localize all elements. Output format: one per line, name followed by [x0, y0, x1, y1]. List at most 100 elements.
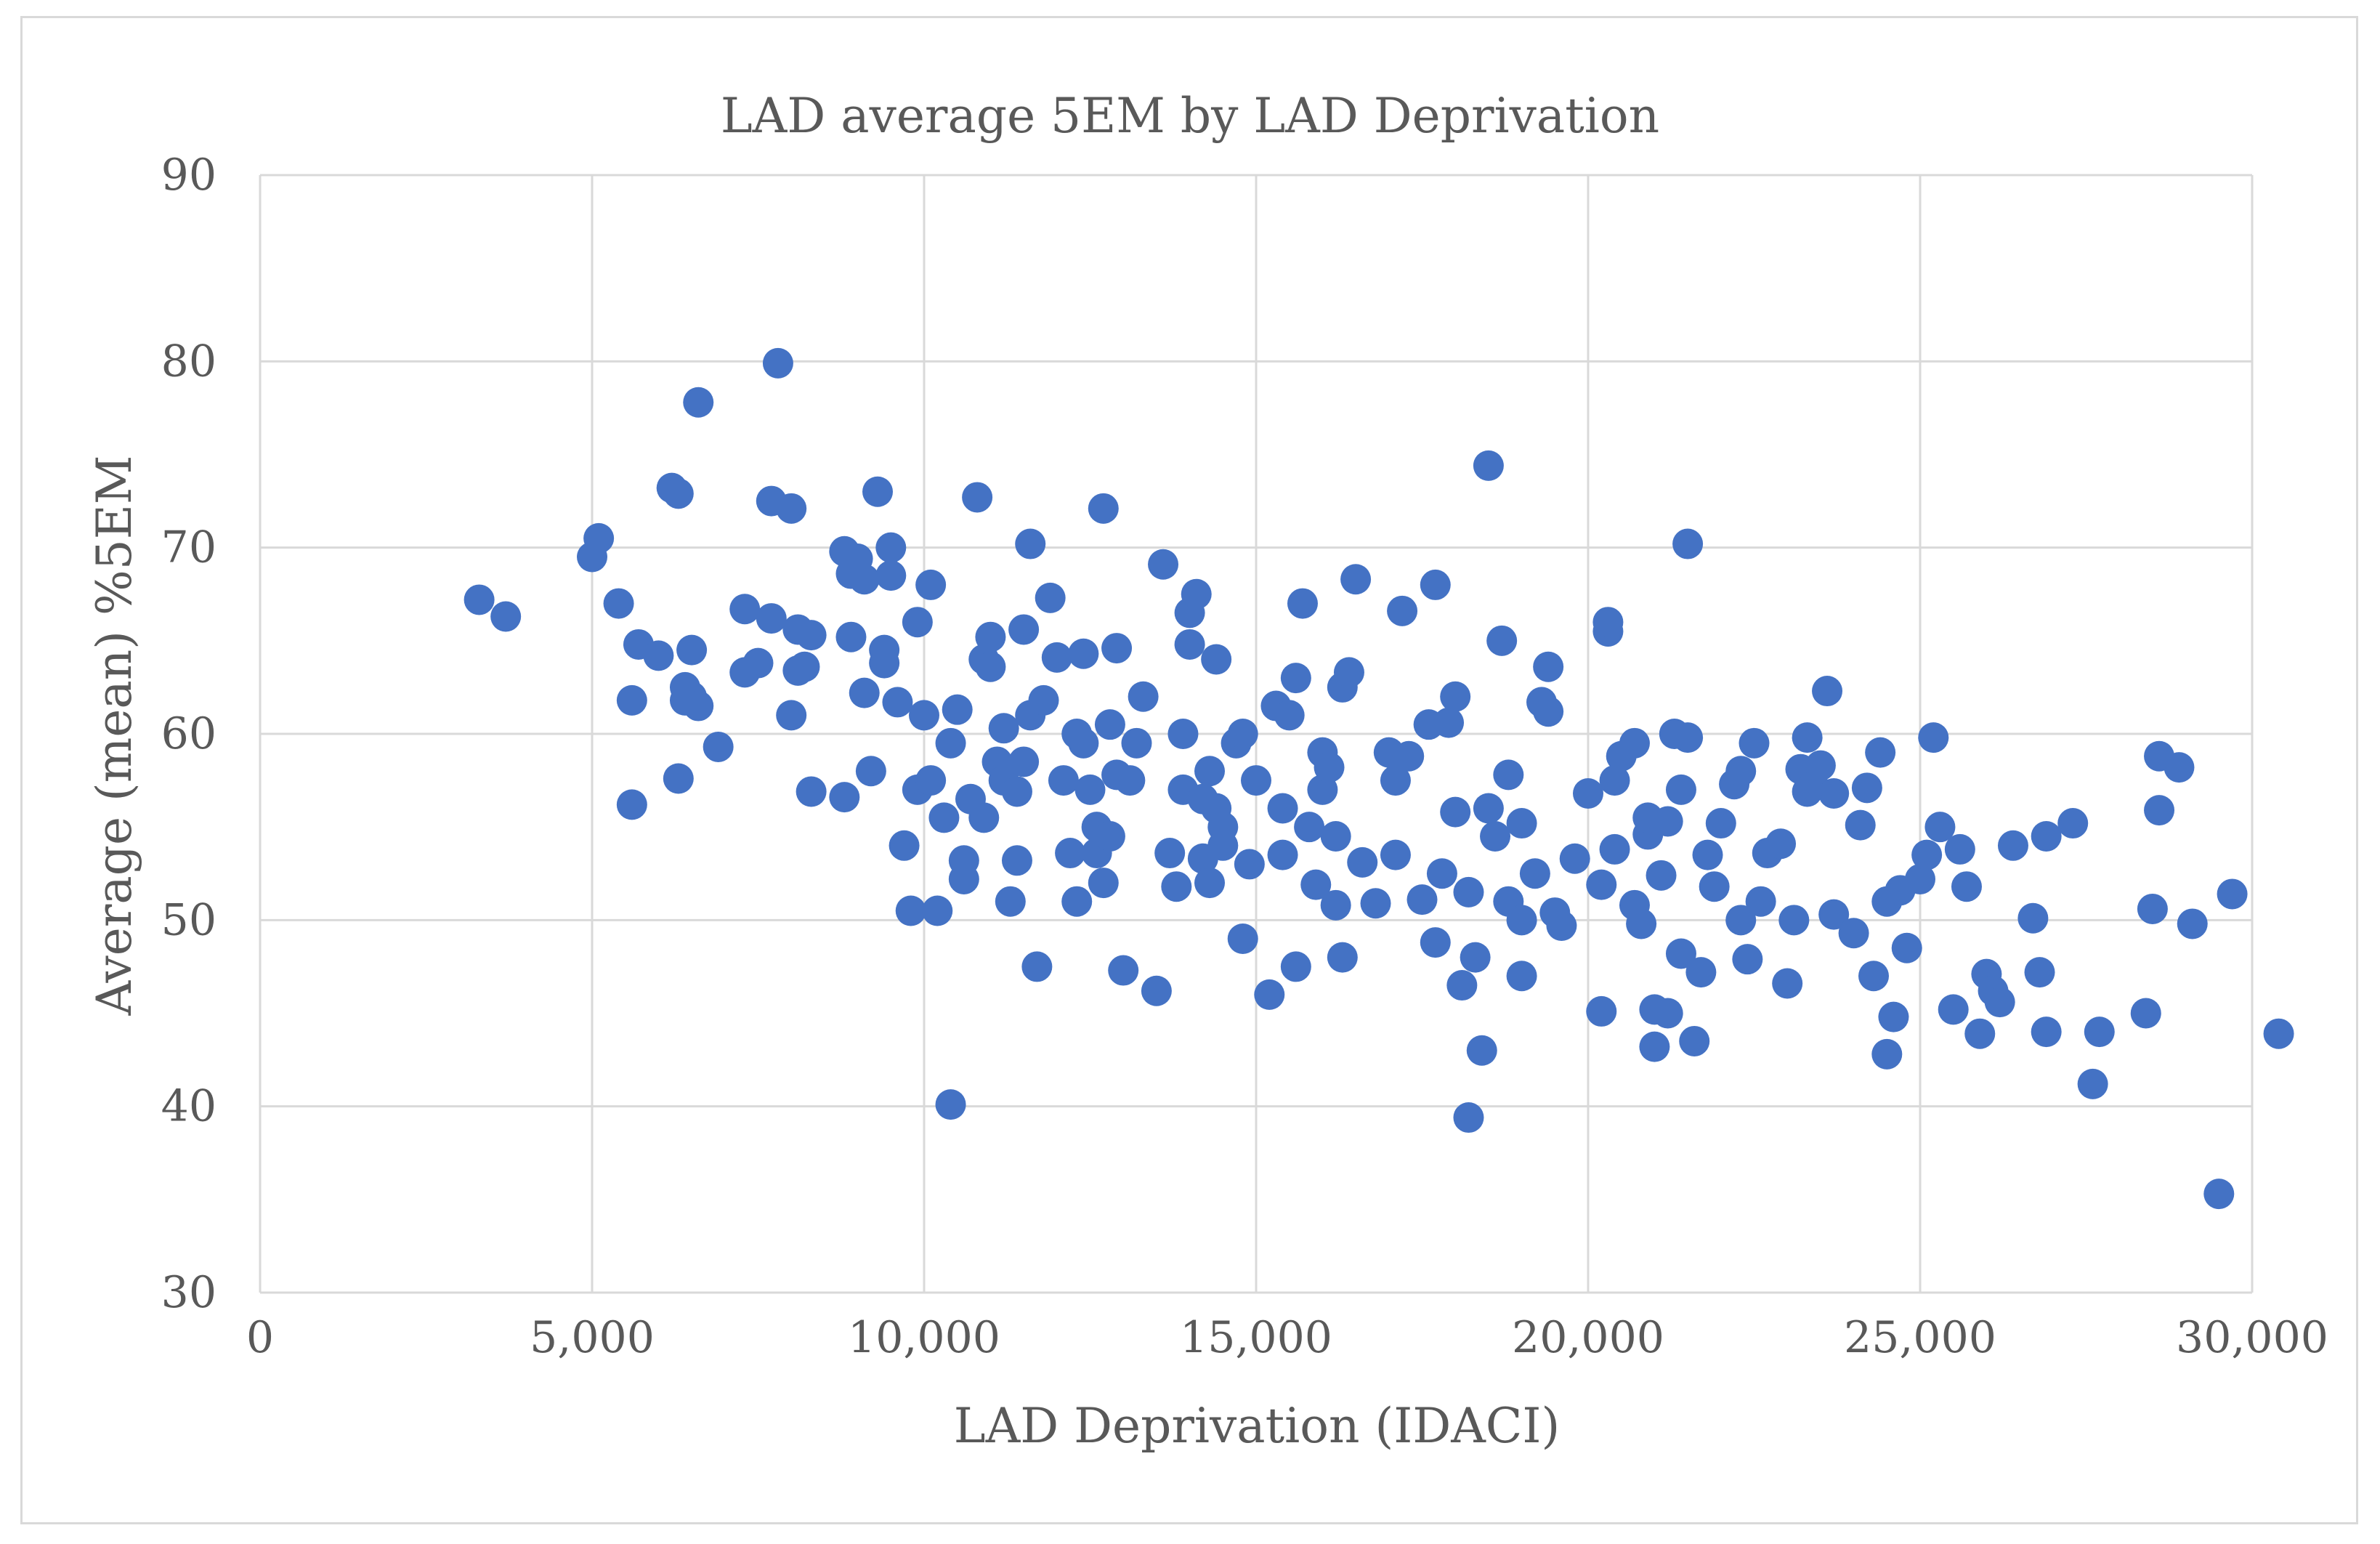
data-point: [1626, 908, 1657, 939]
data-point: [1911, 839, 1943, 870]
data-point: [1380, 839, 1411, 870]
y-tick-label: 60: [161, 708, 216, 759]
data-point: [1685, 957, 1717, 988]
data-point: [895, 895, 926, 926]
data-point: [1320, 889, 1351, 921]
data-point: [1865, 737, 1896, 768]
data-point: [1393, 740, 1425, 772]
data-point: [729, 594, 761, 625]
data-point: [1573, 778, 1603, 809]
data-point: [1812, 676, 1843, 707]
data-point: [683, 690, 714, 722]
data-point: [490, 601, 522, 632]
data-point: [1792, 722, 1823, 753]
data-point: [2177, 908, 2208, 939]
data-point: [935, 1089, 966, 1120]
data-points: [464, 347, 2294, 1210]
data-point: [616, 684, 647, 716]
data-point: [1672, 722, 1704, 753]
data-point: [683, 387, 714, 418]
data-point: [1745, 886, 1776, 917]
data-point: [2031, 820, 2062, 852]
data-point: [2130, 998, 2161, 1029]
data-point: [1679, 1025, 1710, 1056]
data-point: [1772, 968, 1803, 999]
data-point: [1055, 838, 1086, 869]
data-point: [1838, 918, 1869, 949]
data-point: [882, 687, 913, 718]
data-point: [1121, 727, 1152, 759]
data-point: [1088, 493, 1119, 524]
data-point: [1001, 776, 1032, 807]
data-point: [776, 493, 807, 524]
data-point: [1944, 833, 1975, 865]
y-tick-label: 50: [161, 894, 216, 945]
data-point: [1207, 830, 1239, 861]
data-point: [616, 789, 647, 820]
data-point: [1533, 696, 1564, 727]
data-point: [1021, 951, 1053, 982]
data-point: [1639, 1031, 1670, 1062]
data-point: [1161, 871, 1192, 902]
data-point: [1108, 955, 1139, 986]
x-tick-label: 0: [246, 1312, 274, 1363]
data-point: [1938, 994, 1969, 1025]
data-point: [1672, 528, 1704, 559]
data-point: [1858, 961, 1890, 992]
x-tick-label: 30,000: [2176, 1312, 2328, 1363]
data-point: [1181, 578, 1212, 610]
y-axis-label: Average (mean) %5EM: [86, 456, 142, 1016]
data-point: [862, 476, 894, 507]
data-point: [1194, 868, 1226, 899]
data-point: [703, 731, 734, 762]
data-point: [1519, 858, 1550, 889]
data-point: [1725, 905, 1757, 936]
data-point: [1818, 778, 1850, 809]
data-point: [1028, 684, 1059, 716]
data-point: [1652, 998, 1683, 1029]
data-point: [1480, 820, 1511, 852]
data-point: [1267, 839, 1298, 870]
data-point: [676, 634, 708, 666]
data-point: [663, 478, 694, 509]
data-point: [1466, 1035, 1497, 1066]
y-tick-label: 30: [161, 1267, 216, 1318]
data-point: [1347, 846, 1378, 878]
data-point: [915, 569, 947, 600]
data-point: [1274, 700, 1305, 731]
data-point: [1280, 951, 1311, 982]
data-point: [1778, 905, 1810, 936]
data-point: [2077, 1068, 2108, 1099]
data-point: [1851, 772, 1882, 804]
data-point: [1001, 845, 1032, 876]
data-point: [849, 564, 880, 595]
data-point: [1559, 843, 1590, 874]
data-point: [1878, 1001, 1909, 1032]
data-point: [2217, 878, 2248, 910]
data-point: [1599, 765, 1630, 796]
data-point: [1473, 793, 1504, 824]
data-point: [1453, 876, 1484, 908]
data-point: [1254, 979, 1285, 1010]
data-point: [1506, 961, 1537, 992]
data-point: [915, 765, 947, 796]
data-point: [988, 713, 1019, 744]
data-point: [928, 802, 960, 833]
data-point: [1997, 830, 2028, 861]
data-point: [1845, 809, 1876, 841]
data-point: [1486, 625, 1518, 656]
x-tick-label: 20,000: [1512, 1312, 1664, 1363]
data-point: [1440, 681, 1471, 712]
data-point: [1446, 970, 1478, 1001]
data-point: [1964, 1018, 1996, 1049]
data-point: [1154, 838, 1186, 869]
data-point: [2031, 1016, 2062, 1048]
data-point: [1101, 633, 1133, 664]
data-point: [1327, 942, 1358, 973]
data-point: [902, 607, 933, 638]
data-point: [1646, 860, 1677, 891]
data-point: [942, 694, 973, 725]
data-point: [1227, 923, 1258, 954]
data-point: [875, 560, 907, 591]
